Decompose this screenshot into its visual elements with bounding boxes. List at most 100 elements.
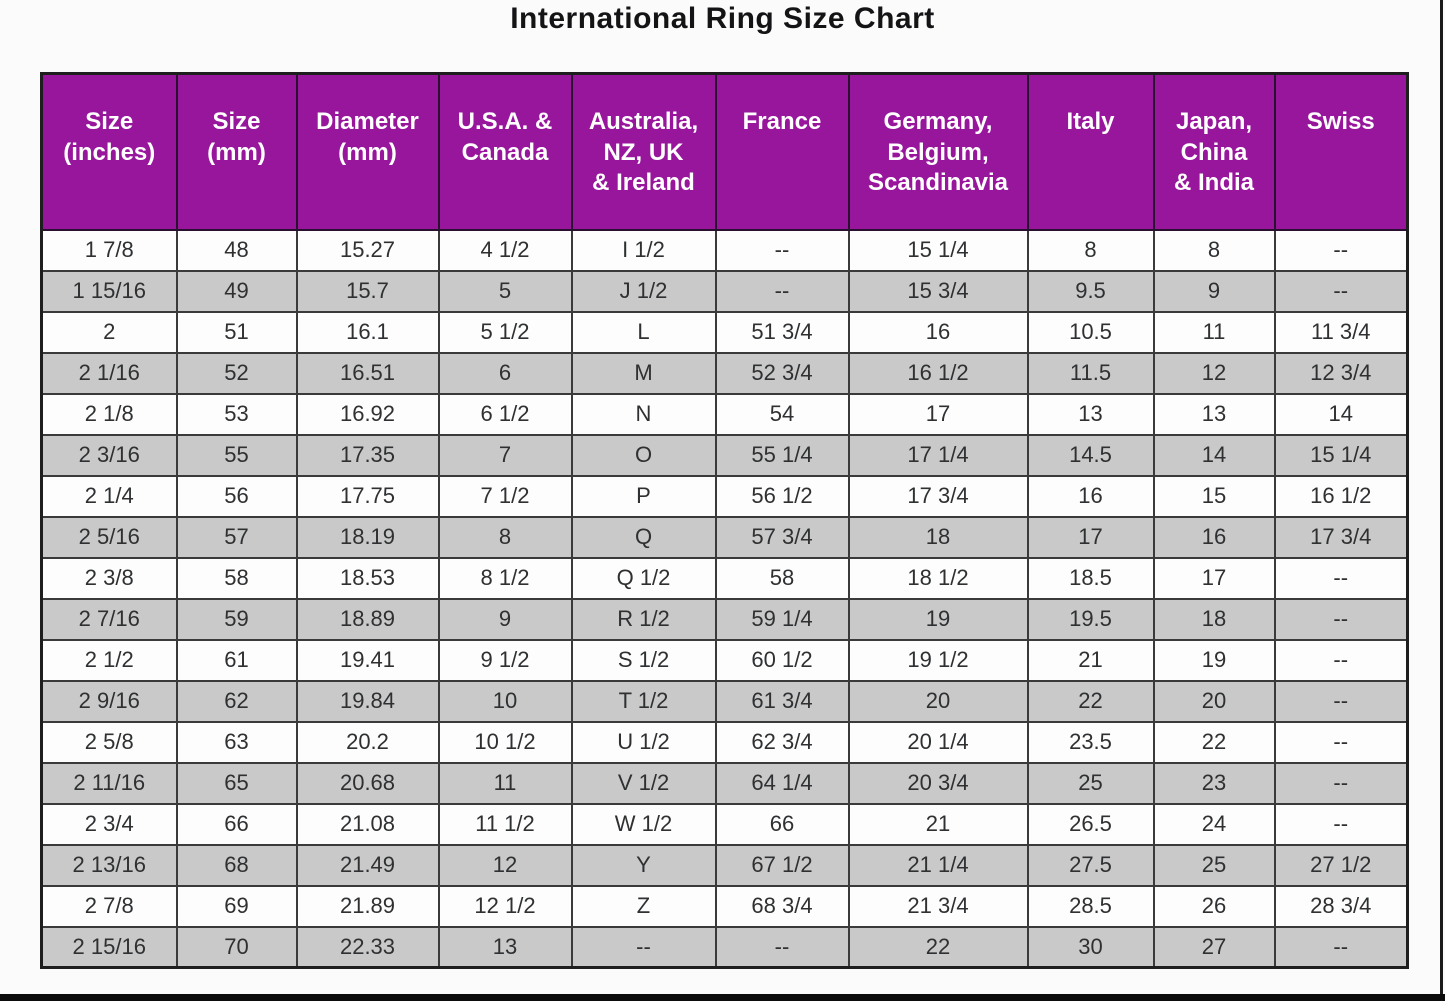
table-cell: -- (1273, 679, 1409, 723)
table-cell: 20 1/4 (847, 720, 1029, 764)
table-cell: 15 3/4 (847, 269, 1029, 313)
table-cell: 11 (437, 761, 573, 805)
table-cell: -- (1273, 269, 1409, 313)
table-cell: 27 (1152, 925, 1276, 969)
table-cell: 11.5 (1026, 351, 1155, 395)
table-cell: 21.89 (295, 884, 440, 928)
table-cell: 2 7/8 (40, 884, 178, 928)
table-cell: 2 3/4 (40, 802, 178, 846)
table-cell: 17 1/4 (847, 433, 1029, 477)
table-cell: 62 3/4 (714, 720, 850, 764)
column-header: U.S.A. & Canada (437, 72, 573, 231)
table-cell: 67 1/2 (714, 843, 850, 887)
table-cell: 18.89 (295, 597, 440, 641)
table-row: 2 7/8 69 21.89 12 1/2 Z 68 3/4 21 3/4 28.5 26 28 … (40, 884, 1409, 928)
table-cell: 66 (175, 802, 298, 846)
table-cell: 2 3/16 (40, 433, 178, 477)
table-cell: 21.49 (295, 843, 440, 887)
table-cell: 26 (1152, 884, 1276, 928)
table-cell: 23.5 (1026, 720, 1155, 764)
column-header: Size (mm) (175, 72, 298, 231)
table-cell: 11 1/2 (437, 802, 573, 846)
table-cell: 18.19 (295, 515, 440, 559)
table-cell: R 1/2 (570, 597, 717, 641)
table-cell: 59 1/4 (714, 597, 850, 641)
page-title: International Ring Size Chart (510, 2, 935, 35)
table-row: 2 3/8 58 18.53 8 1/2 Q 1/2 58 18 1/2 18.5 17 -- (40, 556, 1409, 600)
table-cell: 59 (175, 597, 298, 641)
table-cell: 64 1/4 (714, 761, 850, 805)
table-cell: 9 1/2 (437, 638, 573, 682)
table-cell: 56 (175, 474, 298, 518)
table-cell: -- (1273, 802, 1409, 846)
table-cell: M (570, 351, 717, 395)
table-cell: 13 (1026, 392, 1155, 436)
table-cell: 12 1/2 (437, 884, 573, 928)
table-cell: 21 1/4 (847, 843, 1029, 887)
table-cell: 4 1/2 (437, 228, 573, 272)
table-cell: 5 1/2 (437, 310, 573, 354)
table-row: 2 13/16 68 21.49 12 Y 67 1/2 21 1/4 27.5 25 27 1/… (40, 843, 1409, 887)
table-cell: -- (1273, 720, 1409, 764)
table-cell: 27 1/2 (1273, 843, 1409, 887)
table-cell: 2 (40, 310, 178, 354)
table-row: 1 15/16 49 15.7 5 J 1/2 -- 15 3/4 9.5 9 -- (40, 269, 1409, 313)
table-cell: 17 3/4 (1273, 515, 1409, 559)
table-cell: 2 7/16 (40, 597, 178, 641)
table-cell: 68 3/4 (714, 884, 850, 928)
table-cell: 30 (1026, 925, 1155, 969)
column-header: Japan, China & India (1152, 72, 1276, 231)
table-cell: 58 (175, 556, 298, 600)
table-cell: T 1/2 (570, 679, 717, 723)
table-cell: 13 (1152, 392, 1276, 436)
table-cell: 66 (714, 802, 850, 846)
table-cell: 20 (847, 679, 1029, 723)
table-cell: U 1/2 (570, 720, 717, 764)
column-header: Diameter (mm) (295, 72, 440, 231)
table-cell: I 1/2 (570, 228, 717, 272)
table-cell: -- (1273, 925, 1409, 969)
table-cell: 1 15/16 (40, 269, 178, 313)
table-cell: 19.41 (295, 638, 440, 682)
column-header: France (714, 72, 850, 231)
table-cell: 8 (1026, 228, 1155, 272)
column-header: Swiss (1273, 72, 1409, 231)
table-cell: 57 (175, 515, 298, 559)
scan-edge-right (1440, 0, 1443, 1001)
table-cell: 6 1/2 (437, 392, 573, 436)
table-row: 2 15/16 70 22.33 13 -- -- 22 30 27 -- (40, 925, 1409, 969)
table-cell: 55 1/4 (714, 433, 850, 477)
table-cell: 9.5 (1026, 269, 1155, 313)
table-row: 1 7/8 48 15.27 4 1/2 I 1/2 -- 15 1/4 8 8 -- (40, 228, 1409, 272)
table-cell: -- (714, 269, 850, 313)
table-cell: 5 (437, 269, 573, 313)
table-row: 2 11/16 65 20.68 11 V 1/2 64 1/4 20 3/4 25 23 -- (40, 761, 1409, 805)
table-cell: 60 1/2 (714, 638, 850, 682)
table-row: 2 7/16 59 18.89 9 R 1/2 59 1/4 19 19.5 18 -- (40, 597, 1409, 641)
table-cell: 19 (847, 597, 1029, 641)
table-cell: -- (1273, 556, 1409, 600)
table-cell: N (570, 392, 717, 436)
header-row: Size (inches) Size (mm) Diameter (mm) U.S.A… (40, 72, 1409, 231)
table-cell: 14 (1152, 433, 1276, 477)
table-cell: 22 (1026, 679, 1155, 723)
table-cell: 2 1/8 (40, 392, 178, 436)
table-cell: 2 5/16 (40, 515, 178, 559)
table-row: 2 3/16 55 17.35 7 O 55 1/4 17 1/4 14.5 14 15 1/4 (40, 433, 1409, 477)
table-cell: 14 (1273, 392, 1409, 436)
table-cell: 17.35 (295, 433, 440, 477)
table-cell: 2 5/8 (40, 720, 178, 764)
table-cell: 19 1/2 (847, 638, 1029, 682)
table-cell: 63 (175, 720, 298, 764)
table-cell: 52 (175, 351, 298, 395)
table-cell: 19.84 (295, 679, 440, 723)
table-row: 2 5/8 63 20.2 10 1/2 U 1/2 62 3/4 20 1/4 23.5 22… (40, 720, 1409, 764)
table-cell: 16.51 (295, 351, 440, 395)
table-cell: 61 (175, 638, 298, 682)
table-cell: 62 (175, 679, 298, 723)
table-cell: 69 (175, 884, 298, 928)
table-cell: 61 3/4 (714, 679, 850, 723)
table-header: Size (inches) Size (mm) Diameter (mm) U.S.A… (40, 72, 1409, 231)
table-cell: 49 (175, 269, 298, 313)
